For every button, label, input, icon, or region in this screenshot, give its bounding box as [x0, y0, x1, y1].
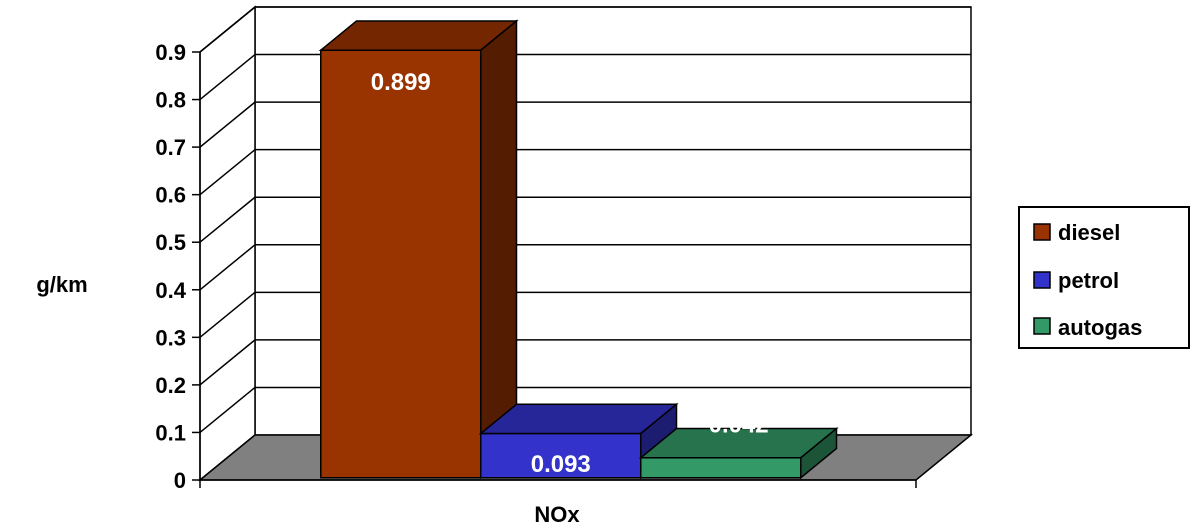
y-axis-title: g/km — [36, 272, 87, 297]
y-tick-label: 0.9 — [155, 40, 186, 65]
bar-front-autogas — [640, 457, 802, 479]
y-tick-label: 0.8 — [155, 88, 186, 113]
gridline-side — [199, 291, 256, 338]
x-category-label: NOx — [534, 502, 580, 527]
data-labels: 0.899 0.093 0.042 — [371, 69, 769, 478]
legend-label-autogas: autogas — [1058, 315, 1142, 340]
legend-label-petrol: petrol — [1058, 268, 1119, 293]
gridline-side — [199, 244, 256, 291]
data-label-petrol: 0.093 — [531, 451, 591, 478]
gridline-side — [199, 386, 256, 434]
data-label-autogas: 0.042 — [709, 412, 769, 439]
legend: diesel petrol autogas — [1018, 206, 1190, 349]
gridline-side — [199, 149, 256, 196]
y-tick-label: 0.5 — [155, 230, 186, 255]
bar-diesel — [318, 19, 519, 480]
data-label-diesel: 0.899 — [371, 69, 431, 96]
gridline-side — [199, 101, 256, 148]
gridline-side — [199, 53, 256, 101]
y-tick-label: 0.6 — [155, 183, 186, 208]
bars — [318, 19, 839, 480]
legend-swatch-autogas — [1033, 317, 1051, 335]
y-tick-label: 0.2 — [155, 373, 186, 398]
y-tick-label: 0.7 — [155, 135, 186, 160]
y-tick-label: 0 — [174, 468, 186, 493]
bar-side-autogas — [800, 426, 838, 480]
gridline-side — [199, 6, 256, 53]
gridline-side — [199, 339, 256, 386]
legend-label-diesel: diesel — [1058, 220, 1120, 245]
y-tick-label: 0.3 — [155, 325, 186, 350]
bar-autogas — [638, 426, 839, 480]
gridline-side — [199, 196, 256, 243]
legend-swatch-petrol — [1033, 271, 1051, 289]
y-tick-label: 0.1 — [155, 420, 186, 445]
axes: 0 0.1 0.2 0.3 0.4 0.5 0.6 0.7 0.8 0.9 — [155, 40, 917, 493]
y-tick-label: 0.4 — [155, 278, 186, 303]
legend-swatch-diesel — [1033, 223, 1051, 241]
bar-front-diesel — [320, 49, 482, 479]
bar-petrol — [478, 402, 679, 480]
